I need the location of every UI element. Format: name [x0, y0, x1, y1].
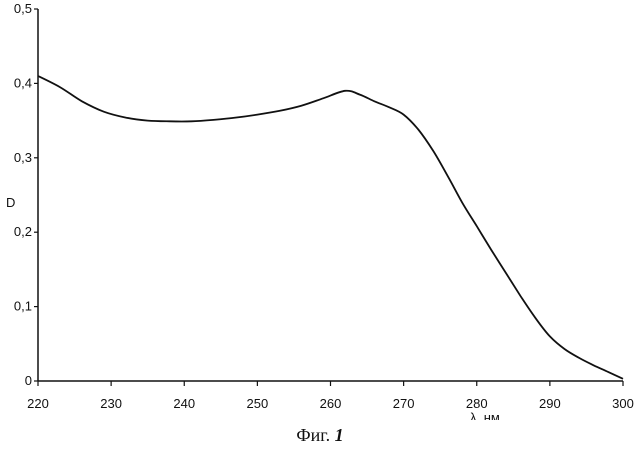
x-tick-label: 220 — [27, 396, 49, 411]
figure-caption: Фиг. 1 — [0, 425, 640, 446]
x-tick-label: 230 — [100, 396, 122, 411]
x-tick-label: 270 — [393, 396, 415, 411]
x-tick-label: 250 — [247, 396, 269, 411]
y-tick-label: 0 — [25, 373, 32, 388]
absorption-chart: 0 0,1 0,2 0,3 0,4 0,5 220 230 240 250 260 270 280 29… — [0, 0, 640, 420]
tick-marks — [34, 9, 623, 386]
x-tick-label: 280 — [466, 396, 488, 411]
y-tick-labels: 0 0,1 0,2 0,3 0,4 0,5 — [14, 1, 32, 388]
x-tick-label: 300 — [612, 396, 634, 411]
series-line — [38, 76, 623, 379]
y-tick-label: 0,4 — [14, 75, 32, 90]
x-tick-label: 240 — [173, 396, 195, 411]
y-tick-label: 0,2 — [14, 224, 32, 239]
y-axis-label: D — [6, 195, 15, 210]
axes — [38, 9, 623, 381]
x-tick-label: 290 — [539, 396, 561, 411]
x-tick-label: 260 — [320, 396, 342, 411]
caption-number: 1 — [335, 425, 344, 445]
x-tick-labels: 220 230 240 250 260 270 280 290 300 — [27, 396, 634, 411]
x-axis-label: λ, нм — [470, 410, 500, 420]
caption-prefix: Фиг. — [296, 425, 330, 445]
y-tick-label: 0,1 — [14, 299, 32, 314]
y-tick-label: 0,3 — [14, 150, 32, 165]
y-tick-label: 0,5 — [14, 1, 32, 16]
